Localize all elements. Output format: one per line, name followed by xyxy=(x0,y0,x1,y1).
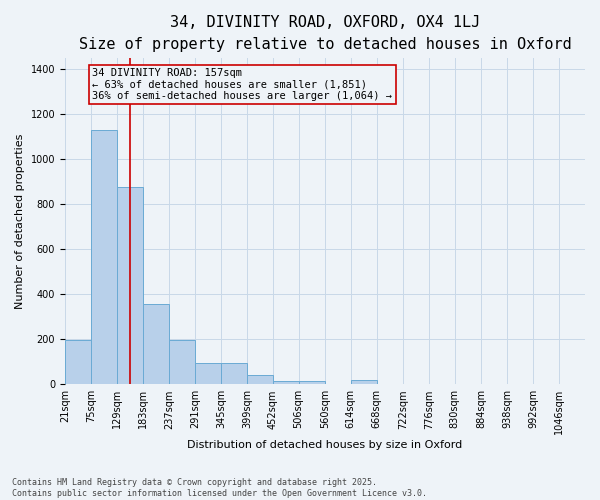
Bar xyxy=(195,363,221,384)
Bar xyxy=(247,376,272,384)
Bar xyxy=(169,340,195,384)
Bar xyxy=(221,363,247,384)
Text: Contains HM Land Registry data © Crown copyright and database right 2025.
Contai: Contains HM Land Registry data © Crown c… xyxy=(12,478,427,498)
Bar xyxy=(299,381,325,384)
Bar xyxy=(143,304,169,384)
Text: 34 DIVINITY ROAD: 157sqm
← 63% of detached houses are smaller (1,851)
36% of sem: 34 DIVINITY ROAD: 157sqm ← 63% of detach… xyxy=(92,68,392,101)
Bar xyxy=(91,130,117,384)
Bar xyxy=(272,381,299,384)
Bar xyxy=(117,187,143,384)
Title: 34, DIVINITY ROAD, OXFORD, OX4 1LJ
Size of property relative to detached houses : 34, DIVINITY ROAD, OXFORD, OX4 1LJ Size … xyxy=(79,15,571,52)
Bar xyxy=(65,340,91,384)
Y-axis label: Number of detached properties: Number of detached properties xyxy=(15,133,25,308)
X-axis label: Distribution of detached houses by size in Oxford: Distribution of detached houses by size … xyxy=(187,440,463,450)
Bar xyxy=(351,380,377,384)
